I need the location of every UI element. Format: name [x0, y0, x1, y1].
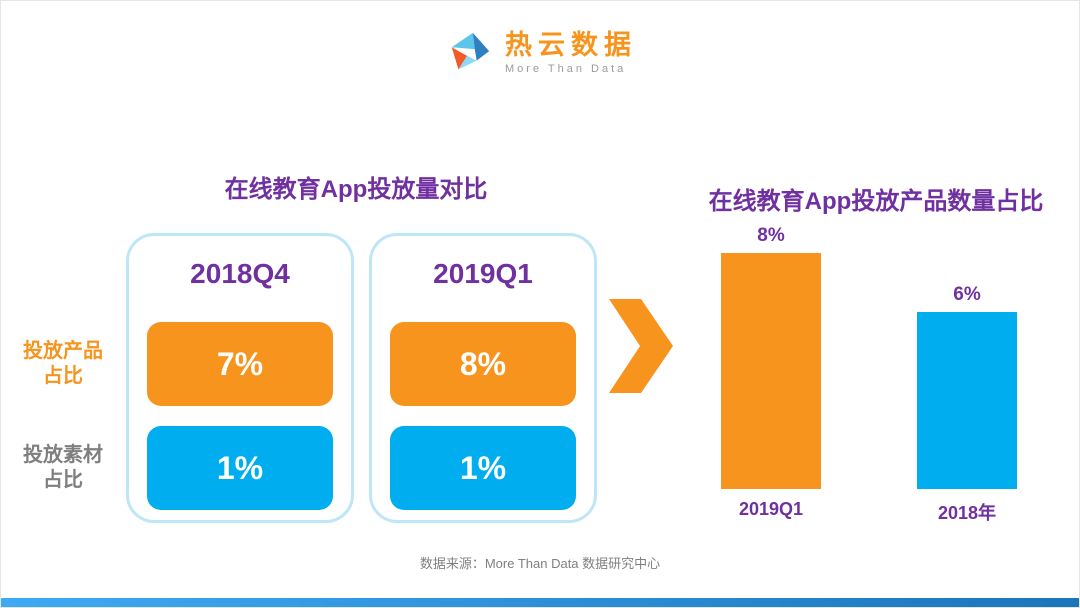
brand-tagline: More Than Data [505, 63, 627, 76]
comparison-card-2018q4: 2018Q4 7% 1% [126, 233, 354, 523]
brand-logo-icon [451, 32, 490, 70]
card-period-label: 2019Q1 [433, 258, 533, 289]
brand-header: 热云数据 More Than Data [1, 29, 1079, 77]
left-panel-title: 在线教育App投放量对比 [224, 176, 488, 203]
bar-group-2018: 6% 2018年 [917, 253, 1017, 523]
bar-category-label: 2019Q1 [738, 499, 804, 519]
bar-category-label: 2018年 [937, 503, 997, 523]
product-share-value: 7% [147, 322, 333, 406]
bar-chart: 8% 2019Q1 6% 2018年 [691, 225, 1061, 523]
row-label-material-share: 投放素材 占比 [23, 444, 103, 491]
card-period-label: 2018Q4 [190, 258, 290, 289]
brand-text: 热云数据 More Than Data [505, 29, 637, 76]
bar-value-label: 6% [953, 284, 981, 305]
data-source-note: 数据来源：More Than Data 数据研究中心 [419, 556, 661, 571]
comparison-card-2019q1: 2019Q1 8% 1% [369, 233, 597, 523]
material-share-value: 1% [147, 426, 333, 510]
material-share-value: 1% [390, 426, 576, 510]
bar-value-label: 8% [757, 225, 785, 246]
bar-2019q1 [721, 253, 821, 489]
product-share-value: 8% [390, 322, 576, 406]
bottom-accent-bar [1, 598, 1079, 607]
brand-name: 热云数据 [505, 29, 637, 60]
right-arrow-icon [609, 299, 673, 393]
right-panel-title: 在线教育App投放产品数量占比 [708, 188, 1044, 215]
bar-group-2019q1: 8% 2019Q1 [721, 225, 821, 519]
bar-2018 [917, 312, 1017, 489]
row-label-product-share: 投放产品 占比 [23, 340, 103, 387]
